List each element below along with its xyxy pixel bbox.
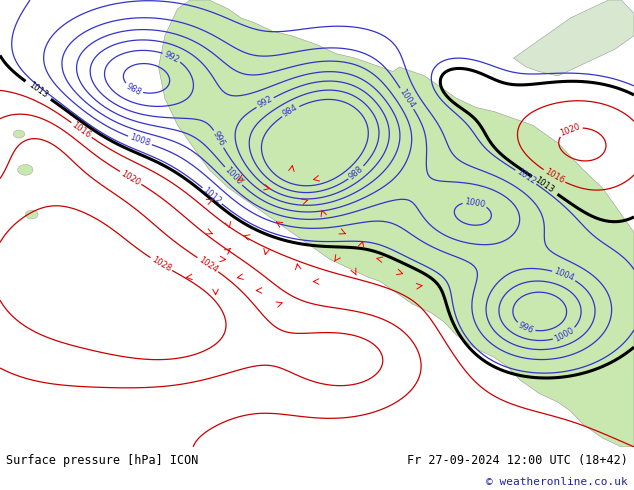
- Text: 992: 992: [163, 49, 181, 65]
- Text: 1000: 1000: [553, 326, 576, 343]
- Text: 996: 996: [517, 320, 535, 335]
- Text: 1012: 1012: [515, 168, 537, 187]
- Polygon shape: [158, 0, 634, 447]
- Text: 1008: 1008: [129, 133, 152, 148]
- Text: 1004: 1004: [553, 267, 576, 283]
- Text: 1012: 1012: [201, 186, 223, 206]
- Text: 1016: 1016: [543, 167, 566, 186]
- Text: 1016: 1016: [70, 120, 93, 140]
- Circle shape: [25, 210, 38, 219]
- Text: 988: 988: [124, 81, 143, 97]
- Text: 992: 992: [256, 95, 274, 110]
- Circle shape: [18, 165, 33, 175]
- Text: Surface pressure [hPa] ICON: Surface pressure [hPa] ICON: [6, 454, 198, 467]
- Text: 1013: 1013: [533, 175, 556, 195]
- Circle shape: [13, 130, 25, 138]
- Text: 1000: 1000: [223, 166, 243, 187]
- Text: 1004: 1004: [398, 87, 417, 110]
- Text: 996: 996: [211, 130, 226, 148]
- Text: © weatheronline.co.uk: © weatheronline.co.uk: [486, 477, 628, 487]
- Text: 1020: 1020: [119, 169, 142, 187]
- Text: 1020: 1020: [559, 122, 582, 138]
- Text: Fr 27-09-2024 12:00 UTC (18+42): Fr 27-09-2024 12:00 UTC (18+42): [407, 454, 628, 467]
- Text: 1028: 1028: [150, 255, 172, 273]
- Text: 988: 988: [347, 164, 365, 181]
- Polygon shape: [514, 0, 634, 76]
- Text: 984: 984: [281, 103, 300, 119]
- Text: 1013: 1013: [27, 80, 49, 100]
- Text: 1024: 1024: [197, 255, 219, 274]
- Text: 1000: 1000: [464, 196, 486, 209]
